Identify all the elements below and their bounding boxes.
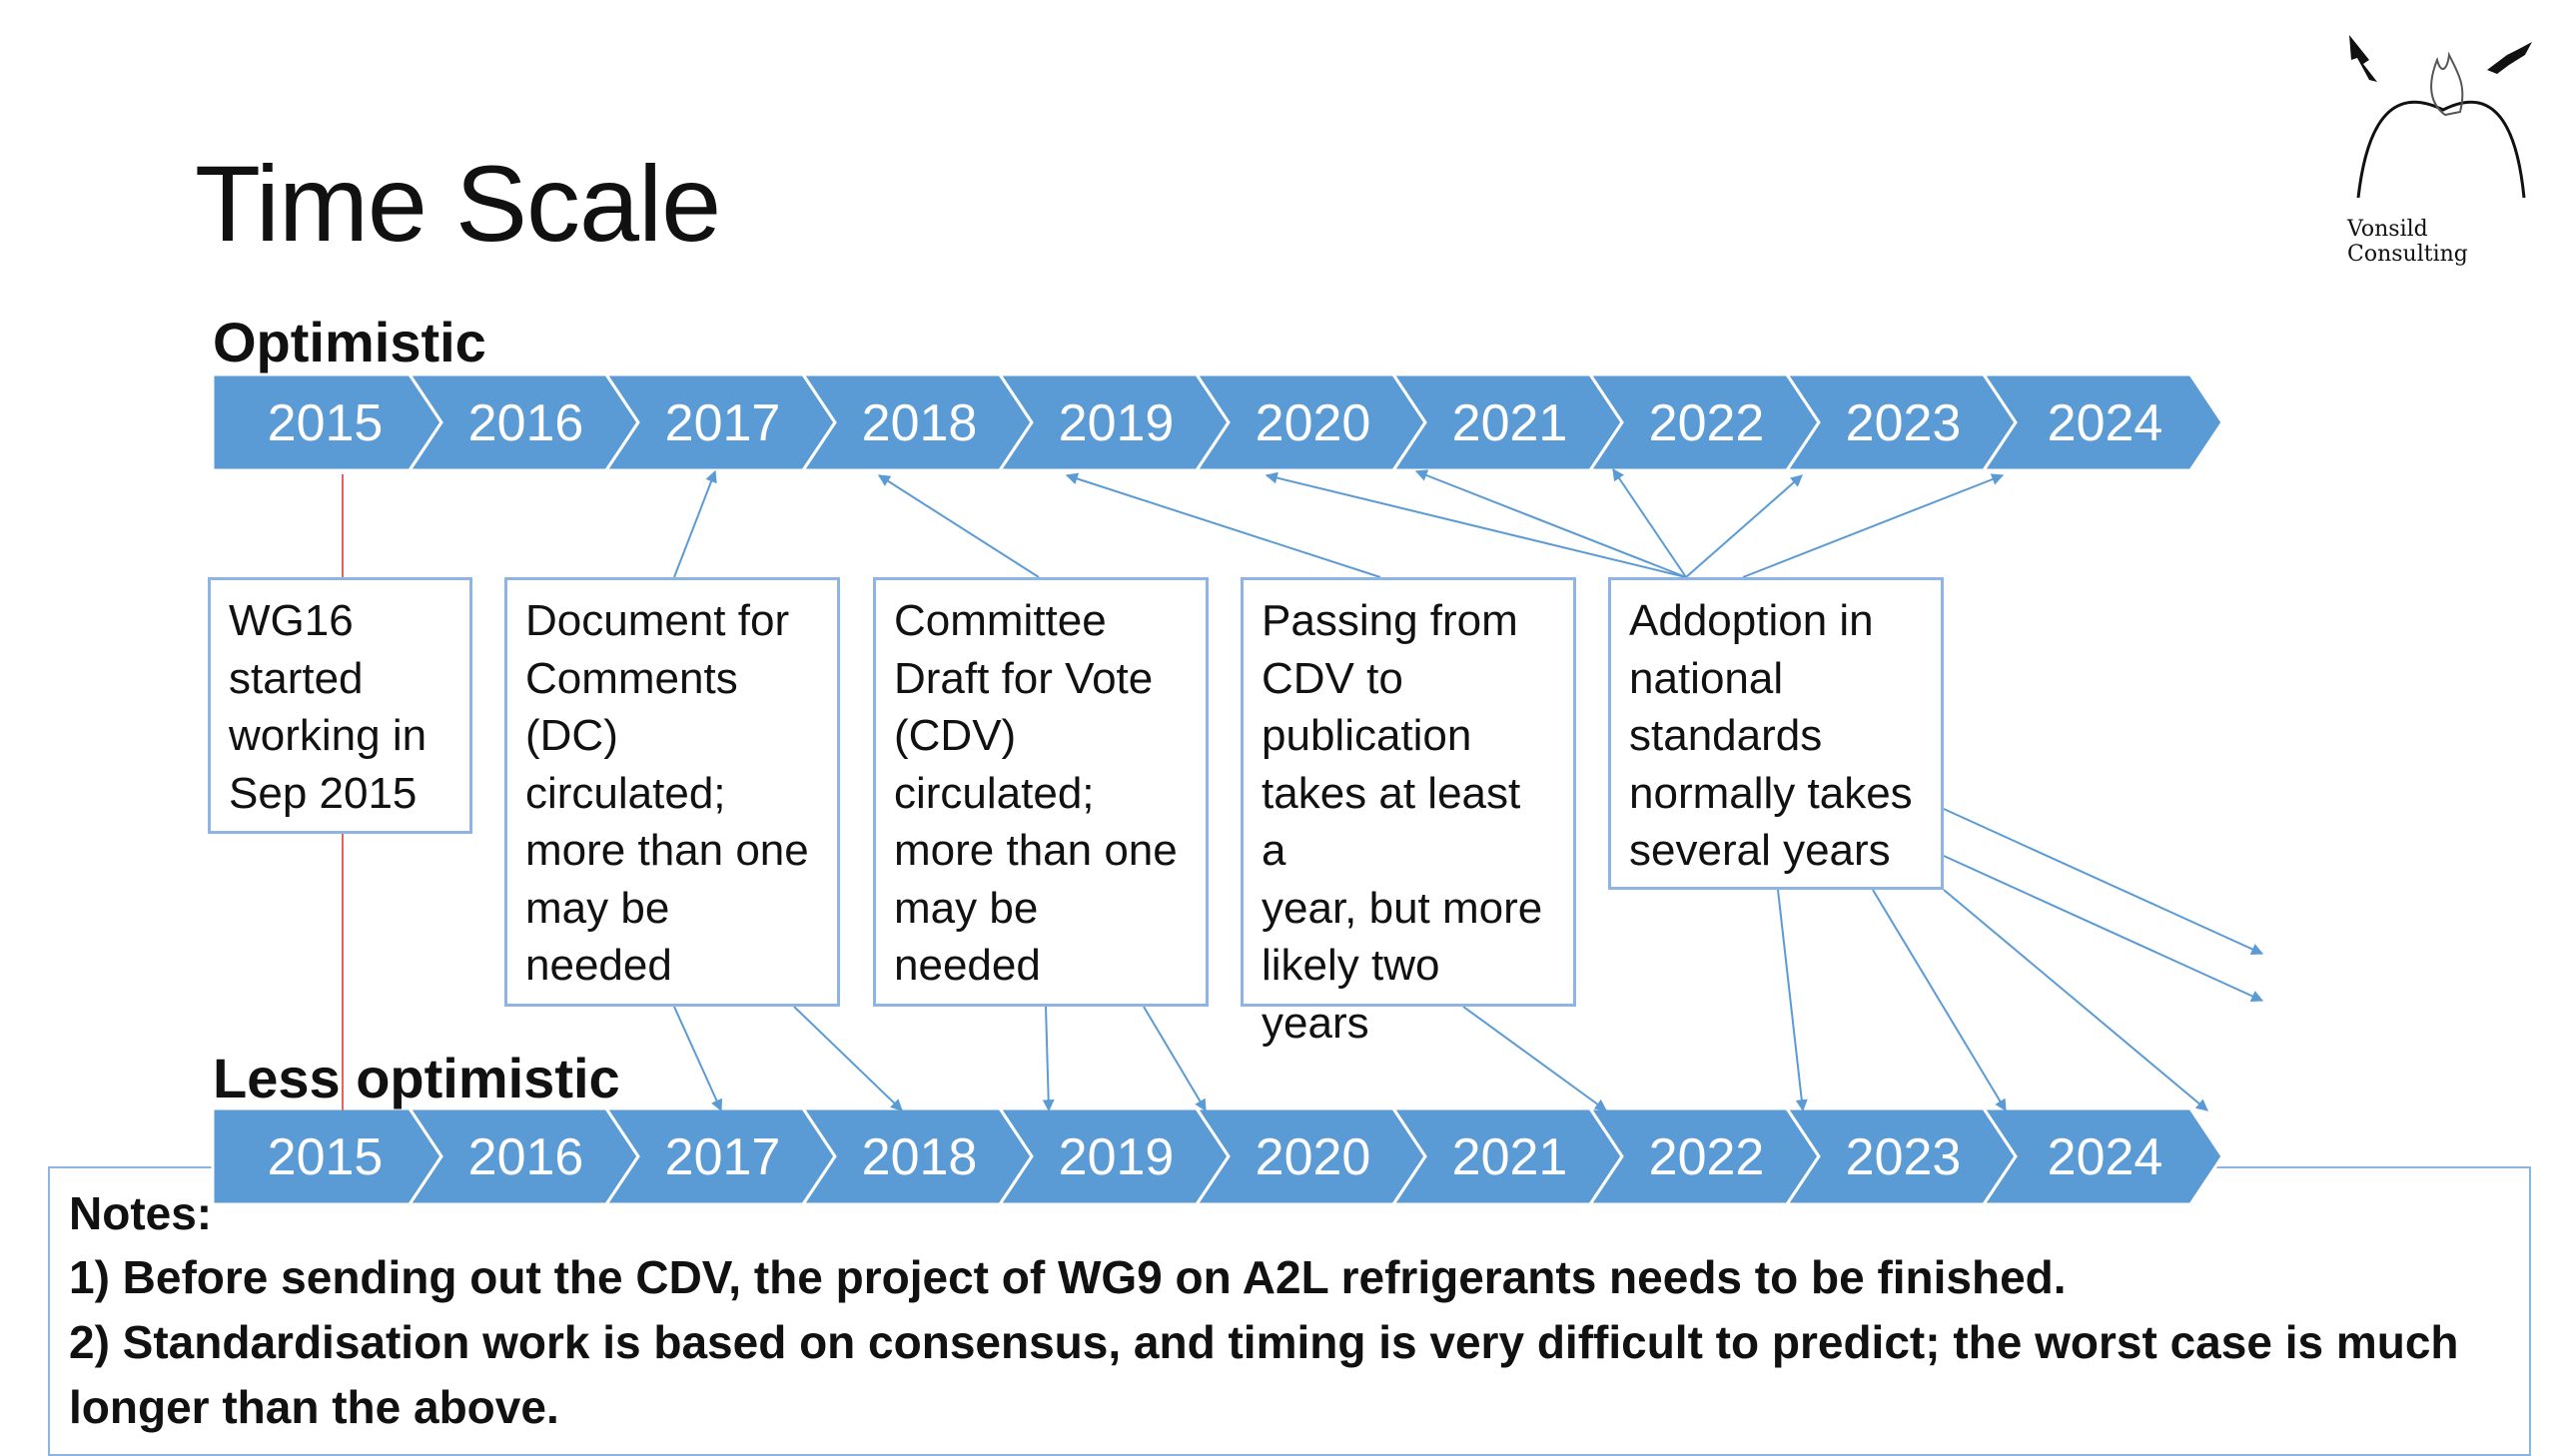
less-optimistic-year-label: 2015 xyxy=(268,1128,384,1186)
optimistic-year-label: 2018 xyxy=(862,394,978,452)
box-line: Comments xyxy=(525,653,738,703)
box-line: normally takes xyxy=(1629,768,1913,818)
box-line: circulated; xyxy=(525,768,726,818)
notes-box: Notes: 1) Before sending out the CDV, th… xyxy=(48,1166,2531,1456)
box-line: (DC) xyxy=(525,711,618,760)
optimistic-year-label: 2021 xyxy=(1452,394,1568,452)
less-optimistic-year-chevrons: 2015 2016 2017 2018 2019 2020 2021 2022 2023 2024 xyxy=(211,1106,2224,1206)
connector-arrow xyxy=(673,1006,723,1112)
box-dc-circulated: Document for Comments (DC) circulated; m… xyxy=(504,577,840,1007)
connector-arrow xyxy=(1872,889,2007,1112)
note-line-3: longer than the above. xyxy=(69,1381,559,1433)
connector-arrow xyxy=(1612,468,1687,578)
box-line: national xyxy=(1629,653,1784,703)
box-line: more than one xyxy=(525,826,809,875)
box-line: likely two xyxy=(1262,941,1440,990)
connector-arrow xyxy=(793,1006,903,1111)
box-cdv-circulated: Committee Draft for Vote (CDV) circulate… xyxy=(873,577,1209,1007)
connector-arrows xyxy=(673,468,2264,1112)
optimistic-year-label: 2019 xyxy=(1059,394,1175,452)
optimistic-year-label: 2015 xyxy=(268,394,384,452)
box-line: publication xyxy=(1262,711,1472,760)
optimistic-year-label: 2023 xyxy=(1846,394,1962,452)
connector-arrow xyxy=(877,474,1040,578)
box-line: year, but more xyxy=(1262,883,1543,933)
logo-name: Vonsild Consulting xyxy=(2347,217,2468,267)
box-line: Passing from xyxy=(1262,596,1518,645)
less-optimistic-year-label: 2022 xyxy=(1649,1128,1765,1186)
box-line: CDV to xyxy=(1262,653,1403,703)
optimistic-year-chevrons: 2015 2016 2017 2018 2019 2020 2021 2022 2023 2024 xyxy=(211,372,2224,472)
less-optimistic-year-label: 2024 xyxy=(2048,1128,2163,1186)
less-optimistic-label: Less optimistic xyxy=(213,1047,620,1109)
notes-heading: Notes: xyxy=(69,1187,213,1239)
box-wg16-start: WG16 started working in Sep 2015 xyxy=(208,577,472,834)
less-optimistic-year-label: 2023 xyxy=(1846,1128,1962,1186)
less-optimistic-year-label: 2019 xyxy=(1059,1128,1175,1186)
less-optimistic-year-label: 2017 xyxy=(665,1128,781,1186)
connector-arrow xyxy=(1265,471,1687,578)
box-line: started xyxy=(229,653,364,703)
page-title: Time Scale xyxy=(195,143,721,264)
box-line: Addoption in xyxy=(1629,596,1874,645)
optimistic-year-label: 2016 xyxy=(468,394,584,452)
box-line: several years xyxy=(1629,826,1891,875)
optimistic-year-label: 2020 xyxy=(1256,394,1371,452)
box-line: needed xyxy=(894,941,1041,990)
box-line: circulated; xyxy=(894,768,1095,818)
optimistic-label: Optimistic xyxy=(213,311,486,373)
connector-arrow xyxy=(1065,472,1381,578)
connector-arrow xyxy=(1462,1006,1607,1111)
less-optimistic-year-label: 2020 xyxy=(1256,1128,1371,1186)
optimistic-year-label: 2024 xyxy=(2048,394,2163,452)
box-line: Sep 2015 xyxy=(229,768,418,818)
note-line-1: 1) Before sending out the CDV, the proje… xyxy=(69,1251,2067,1303)
connector-arrow xyxy=(1742,473,2005,578)
box-line: years xyxy=(1262,998,1369,1048)
connector-arrow xyxy=(1042,1006,1055,1112)
box-line: more than one xyxy=(894,826,1178,875)
box-line: standards xyxy=(1629,711,1823,760)
box-line: Committee xyxy=(894,596,1107,645)
optimistic-chevron-2024 xyxy=(1981,372,2224,472)
less-optimistic-year-label: 2016 xyxy=(468,1128,584,1186)
connector-arrow xyxy=(1943,855,2264,1002)
less-optimistic-chevron-2024 xyxy=(1981,1106,2224,1206)
box-line: takes at least a xyxy=(1262,768,1521,876)
box-cdv-to-publication: Passing from CDV to publication takes at… xyxy=(1241,577,1576,1048)
connector-arrow xyxy=(1777,889,1808,1112)
less-optimistic-year-label: 2021 xyxy=(1452,1128,1568,1186)
optimistic-year-label: 2022 xyxy=(1649,394,1765,452)
box-line: working in xyxy=(229,711,427,760)
box-line: Draft for Vote xyxy=(894,653,1154,703)
box-line: (CDV) xyxy=(894,711,1017,760)
connector-arrow xyxy=(1143,1006,1207,1112)
box-national-adoption: Addoption in national standards normally… xyxy=(1608,577,1944,890)
connector-arrow xyxy=(1943,808,2264,955)
less-optimistic-year-label: 2018 xyxy=(862,1128,978,1186)
box-line: may be xyxy=(525,883,670,933)
note-line-2: 2) Standardisation work is based on cons… xyxy=(69,1316,2459,1368)
box-line: WG16 xyxy=(229,596,354,645)
box-line: may be xyxy=(894,883,1039,933)
connector-arrow xyxy=(1943,889,2208,1111)
box-line: needed xyxy=(525,941,672,990)
connector-arrow xyxy=(1414,469,1687,578)
connector-arrow xyxy=(673,469,717,578)
optimistic-year-label: 2017 xyxy=(665,394,781,452)
connector-arrow xyxy=(1685,474,1803,578)
box-line: Document for xyxy=(525,596,790,645)
